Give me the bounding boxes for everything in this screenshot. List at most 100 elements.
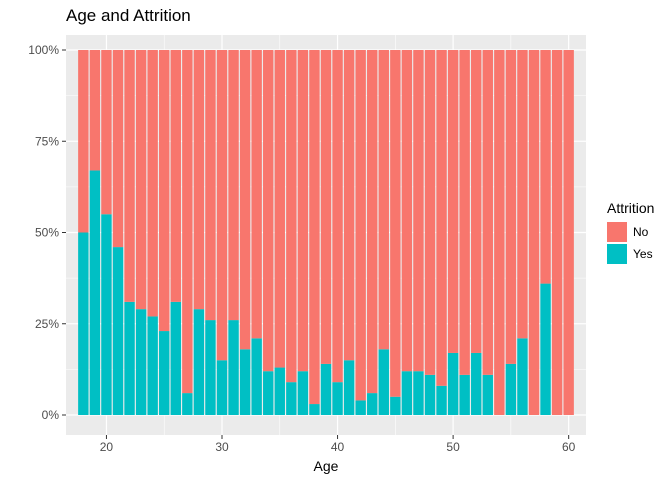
bar-yes-age-21: [112, 247, 124, 415]
bar-no-age-27: [182, 50, 193, 394]
chart-title: Age and Attrition: [66, 6, 191, 25]
bar-no-age-46: [401, 50, 413, 372]
bar-no-age-34: [263, 50, 274, 372]
x-tick-label: 60: [562, 440, 576, 454]
x-tick-label: 40: [331, 440, 345, 454]
bar-yes-age-33: [251, 338, 262, 415]
bar-yes-age-35: [274, 367, 285, 415]
bar-no-age-60: [563, 50, 574, 415]
bar-no-age-51: [459, 50, 470, 375]
y-tick-label: 25%: [35, 317, 59, 331]
bar-no-age-19: [89, 50, 101, 171]
bar-no-age-44: [378, 50, 389, 350]
bar-yes-age-48: [424, 374, 436, 415]
legend-swatch-no: [607, 222, 627, 242]
bar-no-age-39: [320, 50, 332, 364]
bar-yes-age-22: [124, 301, 135, 415]
x-tick-label: 50: [446, 440, 460, 454]
bar-no-age-25: [159, 50, 170, 332]
x-axis: 20 30 40 50 60: [100, 435, 576, 454]
bar-no-age-36: [286, 50, 297, 383]
x-tick-label: 30: [215, 440, 229, 454]
bar-no-age-57: [528, 50, 540, 415]
bar-no-age-38: [309, 50, 320, 405]
bar-yes-age-26: [170, 301, 181, 415]
bar-no-age-37: [297, 50, 309, 372]
legend-swatch-yes: [607, 244, 627, 264]
bar-no-age-35: [274, 50, 285, 368]
bar-no-age-59: [551, 50, 563, 415]
bar-no-age-33: [251, 50, 262, 339]
bar-yes-age-24: [147, 316, 158, 415]
bar-yes-age-34: [263, 371, 274, 415]
bar-yes-age-45: [390, 396, 401, 415]
bar-yes-age-29: [205, 320, 216, 415]
y-tick-label: 100%: [28, 43, 59, 57]
bar-no-age-21: [112, 50, 124, 248]
bar-yes-age-27: [182, 393, 193, 415]
bar-no-age-20: [101, 50, 112, 215]
bar-no-age-29: [205, 50, 216, 321]
bar-yes-age-42: [355, 400, 366, 415]
legend-label-yes: Yes: [633, 247, 653, 261]
bar-no-age-50: [447, 50, 459, 353]
legend-label-no: No: [633, 225, 649, 239]
y-tick-label: 75%: [35, 134, 59, 148]
bar-no-age-30: [216, 50, 228, 361]
y-tick-label: 50%: [35, 226, 59, 240]
bar-yes-age-50: [447, 352, 459, 415]
bar-yes-age-58: [540, 283, 551, 415]
bar-no-age-52: [471, 50, 482, 353]
bar-yes-age-55: [505, 363, 517, 415]
bar-yes-age-38: [309, 404, 320, 415]
bar-yes-age-41: [343, 360, 355, 415]
bar-no-age-24: [147, 50, 158, 317]
bar-yes-age-28: [193, 309, 205, 415]
bar-no-age-23: [135, 50, 147, 310]
bar-yes-age-49: [436, 385, 447, 415]
bar-no-age-41: [343, 50, 355, 361]
legend-item-no: No: [607, 221, 654, 243]
bar-yes-age-40: [332, 382, 343, 415]
bar-yes-age-52: [471, 352, 482, 415]
bar-no-age-40: [332, 50, 343, 383]
bar-no-age-53: [482, 50, 493, 375]
bar-yes-age-20: [101, 214, 112, 415]
y-tick-label: 0%: [42, 408, 60, 422]
x-tick-label: 20: [100, 440, 114, 454]
bar-no-age-49: [436, 50, 447, 386]
bar-yes-age-43: [367, 393, 378, 415]
bar-no-age-47: [413, 50, 424, 372]
bar-yes-age-25: [159, 331, 170, 415]
bar-yes-age-47: [413, 371, 424, 415]
bar-yes-age-31: [228, 320, 239, 415]
bar-yes-age-39: [320, 363, 332, 415]
bar-no-age-48: [424, 50, 436, 375]
bar-yes-age-30: [216, 360, 228, 415]
bar-yes-age-53: [482, 374, 493, 415]
bar-no-age-18: [78, 50, 89, 233]
bar-yes-age-44: [378, 349, 389, 415]
bar-yes-age-37: [297, 371, 309, 415]
bar-no-age-22: [124, 50, 135, 302]
bar-yes-age-23: [135, 309, 147, 415]
bar-no-age-32: [239, 50, 251, 350]
bar-no-age-56: [517, 50, 528, 339]
y-axis: 0% 25% 50% 75% 100%: [28, 43, 66, 422]
bar-yes-age-46: [401, 371, 413, 415]
bar-no-age-45: [390, 50, 401, 397]
bars-group: [78, 50, 574, 415]
bar-yes-age-56: [517, 338, 528, 415]
x-axis-title: Age: [314, 458, 339, 474]
bar-yes-age-18: [78, 232, 89, 415]
bar-no-age-42: [355, 50, 366, 401]
bar-no-age-43: [367, 50, 378, 394]
bar-no-age-58: [540, 50, 551, 284]
legend-title: Attrition: [607, 200, 655, 216]
bar-yes-age-36: [286, 382, 297, 415]
bar-no-age-26: [170, 50, 181, 302]
legend-item-yes: Yes: [607, 243, 654, 265]
bar-no-age-31: [228, 50, 239, 321]
bar-no-age-55: [505, 50, 517, 364]
